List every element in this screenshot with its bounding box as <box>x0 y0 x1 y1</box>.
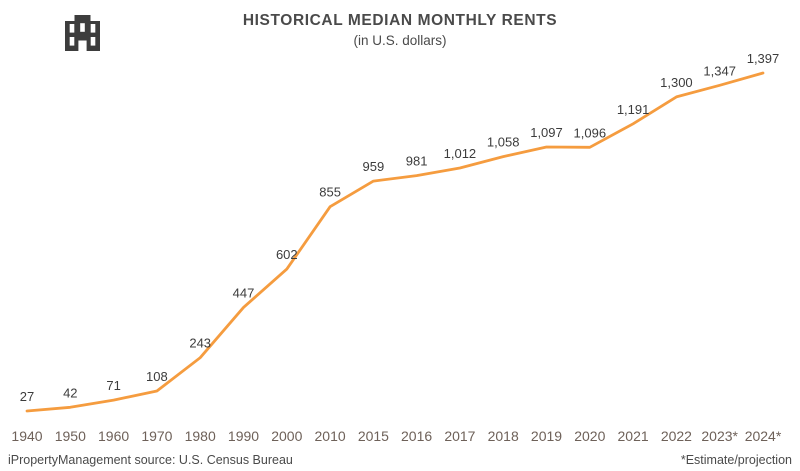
value-label: 1,096 <box>574 125 607 140</box>
x-tick-label: 1970 <box>141 428 172 444</box>
x-tick-label: 2024* <box>745 428 782 444</box>
building-icon-svg <box>65 15 100 51</box>
x-tick-label: 2022 <box>661 428 692 444</box>
x-tick-label: 2023* <box>701 428 738 444</box>
x-tick-label: 1980 <box>185 428 216 444</box>
x-tick-label: 2018 <box>488 428 519 444</box>
x-tick-label: 2016 <box>401 428 432 444</box>
value-label: 1,058 <box>487 135 520 150</box>
value-label: 855 <box>319 185 341 200</box>
value-label: 108 <box>146 369 168 384</box>
value-label: 1,097 <box>530 125 563 140</box>
source-attribution: iPropertyManagement source: U.S. Census … <box>8 453 293 467</box>
x-tick-label: 1950 <box>55 428 86 444</box>
x-tick-label: 2020 <box>574 428 605 444</box>
x-tick-label: 1960 <box>98 428 129 444</box>
value-label: 1,012 <box>444 146 477 161</box>
value-label: 1,191 <box>617 102 650 117</box>
x-tick-label: 1990 <box>228 428 259 444</box>
value-label: 1,300 <box>660 75 693 90</box>
x-tick-label: 2010 <box>315 428 346 444</box>
value-label: 959 <box>363 159 385 174</box>
value-label: 27 <box>20 389 34 404</box>
value-label: 71 <box>106 378 120 393</box>
value-label: 602 <box>276 247 298 262</box>
x-tick-label: 2019 <box>531 428 562 444</box>
building-icon <box>65 15 100 51</box>
x-tick-label: 2021 <box>618 428 649 444</box>
value-label: 981 <box>406 154 428 169</box>
x-tick-label: 1940 <box>11 428 42 444</box>
chart-footer: iPropertyManagement source: U.S. Census … <box>0 453 800 467</box>
value-label: 1,397 <box>747 51 780 66</box>
rent-trend-line <box>25 71 765 413</box>
median-rent-line-chart: 27 1940 42 1950 71 1960 108 1970 243 1980 447 1990 6… <box>11 51 782 444</box>
x-tick-label: 2000 <box>271 428 302 444</box>
x-tick-label: 2017 <box>444 428 475 444</box>
value-label: 1,347 <box>703 63 736 78</box>
x-tick-label: 2015 <box>358 428 389 444</box>
estimate-note: *Estimate/projection <box>680 453 792 467</box>
value-label: 447 <box>233 285 255 300</box>
value-label: 243 <box>189 336 211 351</box>
value-label: 42 <box>63 385 77 400</box>
